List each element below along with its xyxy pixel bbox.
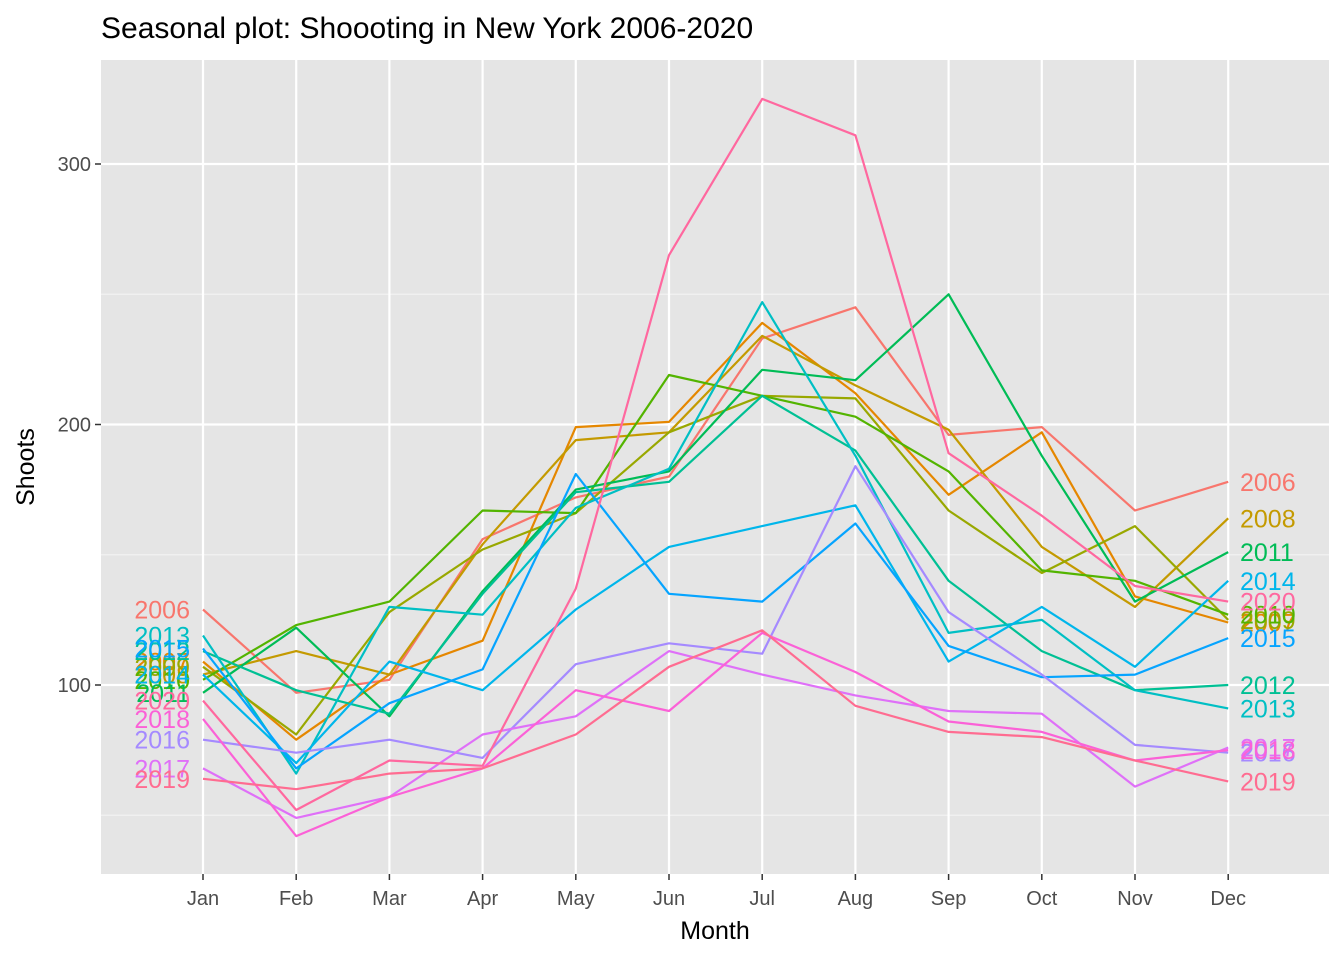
y-axis-title: Shoots [12, 428, 40, 506]
series-label-end-2008: 2008 [1240, 505, 1296, 533]
series-label-start-2016: 2016 [134, 727, 190, 755]
y-tick-label: 200 [58, 415, 91, 437]
series-label-end-2020: 2020 [1240, 589, 1296, 617]
series-label-end-2016: 2016 [1240, 740, 1296, 768]
plot-panel [101, 60, 1329, 874]
series-line-2020 [202, 97, 1229, 812]
y-axis: 100 200 300 [58, 154, 101, 697]
x-tick-label: Nov [1117, 888, 1153, 910]
x-axis: Jan Feb Mar Apr May Jun Jul Aug Sep Oct Nov Dec [187, 874, 1246, 910]
series-label-end-2006: 2006 [1240, 469, 1296, 497]
x-tick-label: Jul [749, 888, 775, 910]
series-line-2014 [202, 504, 1229, 765]
series-label-end-2019: 2019 [1240, 768, 1296, 796]
series-label-start-2009: 2009 [134, 654, 190, 682]
x-tick-label: May [557, 888, 595, 910]
x-axis-title: Month [680, 917, 749, 945]
series-label-end-2015: 2015 [1240, 625, 1296, 653]
series-label-start-2019: 2019 [134, 766, 190, 794]
y-tick-label: 100 [58, 675, 91, 697]
series-line-2007 [202, 321, 1229, 741]
chart-title: Seasonal plot: Shoooting in New York 200… [101, 12, 753, 45]
series-line-2012 [202, 394, 1229, 715]
series-line-2017 [202, 649, 1229, 820]
x-tick-label: Feb [279, 888, 313, 910]
series-label-start-2008: 2008 [134, 662, 190, 690]
series-label-end-2013: 2013 [1240, 695, 1296, 723]
x-tick-label: Jun [653, 888, 685, 910]
series-label-end-2014: 2014 [1240, 568, 1296, 596]
series-label-start-2013: 2013 [134, 623, 190, 651]
series-label-start-2010: 2010 [134, 667, 190, 695]
series-label-start-2015: 2015 [134, 636, 190, 664]
x-tick-label: Apr [467, 888, 498, 910]
x-tick-label: Aug [838, 888, 874, 910]
y-tick-label: 300 [58, 154, 91, 176]
series-label-start-2007: 2007 [134, 649, 190, 677]
x-tick-label: Jan [187, 888, 219, 910]
series-label-start-2006: 2006 [134, 596, 190, 624]
series-end-labels: 2006200620072007200820082009200920102010… [134, 469, 1295, 797]
series-label-start-2018: 2018 [134, 706, 190, 734]
series-line-2006 [202, 306, 1229, 694]
series-line-2013 [202, 301, 1229, 775]
x-tick-label: Oct [1026, 888, 1058, 910]
series-label-end-2011: 2011 [1240, 539, 1294, 567]
series-line-2018 [202, 631, 1229, 838]
series-lines [202, 97, 1229, 838]
series-line-2015 [202, 472, 1229, 770]
series-label-end-2017: 2017 [1240, 735, 1296, 763]
series-line-2011 [202, 293, 1229, 718]
series-label-start-2011: 2011 [136, 680, 190, 708]
series-label-end-2012: 2012 [1240, 672, 1296, 700]
series-label-end-2018: 2018 [1240, 737, 1296, 765]
series-label-start-2020: 2020 [134, 688, 190, 716]
x-tick-label: Sep [931, 888, 967, 910]
x-tick-label: Dec [1210, 888, 1246, 910]
series-label-end-2010: 2010 [1240, 602, 1296, 630]
x-tick-label: Mar [372, 888, 407, 910]
series-line-2019 [202, 629, 1229, 791]
series-label-start-2012: 2012 [134, 638, 190, 666]
series-label-end-2007: 2007 [1240, 609, 1296, 637]
series-label-end-2009: 2009 [1240, 607, 1296, 635]
series-label-start-2014: 2014 [134, 662, 190, 690]
series-label-start-2017: 2017 [134, 755, 190, 783]
